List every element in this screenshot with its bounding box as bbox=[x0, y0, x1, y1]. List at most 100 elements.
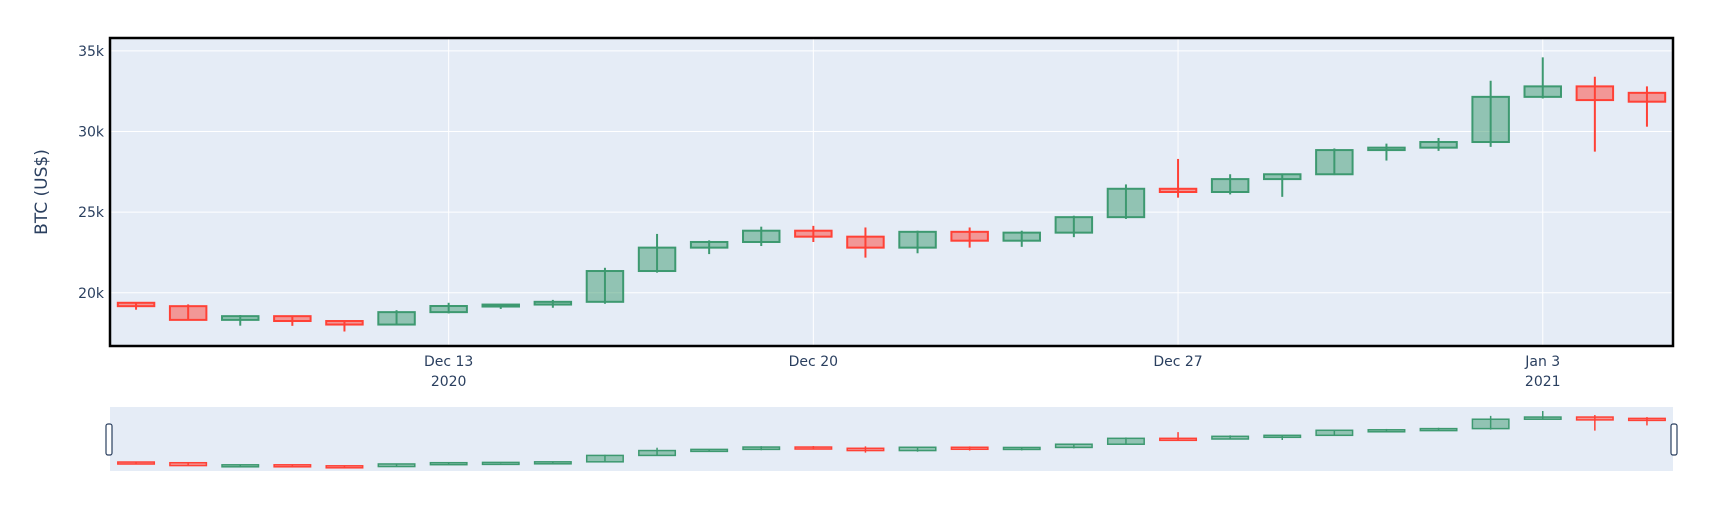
candles bbox=[116, 57, 1667, 332]
x-tick-label: Dec 20 bbox=[789, 354, 838, 370]
candle[interactable] bbox=[1106, 184, 1146, 219]
candle-body bbox=[1002, 231, 1041, 242]
x-tick-label: Jan 3 bbox=[1524, 354, 1560, 370]
y-axis-ticks: 20k 25k 30k 35k bbox=[78, 44, 105, 302]
slider-candle-body bbox=[1575, 416, 1614, 421]
y-tick-label: 25k bbox=[78, 205, 105, 221]
x-tick-year-label: 2020 bbox=[431, 374, 467, 390]
range-slider-left-handle[interactable] bbox=[105, 423, 113, 456]
candle-body bbox=[1210, 178, 1250, 193]
y-tick-label: 30k bbox=[78, 125, 105, 141]
x-tick-label: Dec 13 bbox=[424, 354, 473, 370]
candle-body bbox=[325, 320, 364, 326]
y-tick-label: 35k bbox=[78, 44, 105, 60]
y-axis-title: BTC (US$) bbox=[32, 149, 52, 235]
slider-candle-body bbox=[1523, 416, 1562, 420]
slider-candle bbox=[950, 446, 989, 451]
candle-body bbox=[1054, 216, 1094, 234]
slider-candle-body bbox=[1106, 437, 1145, 445]
slider-candle-body bbox=[429, 461, 468, 466]
candle-body bbox=[846, 235, 885, 249]
candle[interactable] bbox=[794, 225, 833, 242]
candle[interactable] bbox=[221, 315, 260, 326]
candle[interactable] bbox=[1002, 230, 1041, 247]
y-tick-label: 20k bbox=[78, 286, 105, 302]
slider-candle-body bbox=[638, 449, 677, 457]
candle[interactable] bbox=[950, 227, 989, 248]
candle[interactable] bbox=[429, 302, 468, 314]
slider-candle bbox=[221, 464, 260, 468]
candle-body bbox=[429, 305, 468, 314]
candle[interactable] bbox=[533, 299, 573, 308]
range-slider[interactable] bbox=[110, 407, 1673, 471]
candle[interactable] bbox=[1471, 80, 1510, 147]
candle-body bbox=[898, 230, 937, 249]
candle[interactable] bbox=[1367, 143, 1406, 161]
candle[interactable] bbox=[273, 315, 312, 326]
slider-candle bbox=[742, 446, 781, 451]
slider-candle bbox=[846, 446, 885, 453]
slider-candle-body bbox=[846, 447, 885, 452]
slider-candle bbox=[533, 461, 572, 465]
slider-candle-body bbox=[950, 446, 989, 451]
slider-candle bbox=[273, 464, 312, 468]
candle[interactable] bbox=[481, 303, 520, 309]
slider-candle bbox=[585, 454, 624, 463]
candle-body bbox=[1158, 187, 1198, 194]
slider-candle-body bbox=[585, 454, 624, 463]
slider-candle bbox=[429, 461, 468, 466]
candle[interactable] bbox=[1419, 137, 1458, 151]
candle[interactable] bbox=[1158, 158, 1198, 198]
candle-body bbox=[1419, 141, 1458, 149]
candle-body bbox=[1575, 85, 1615, 102]
slider-candle-body bbox=[481, 461, 520, 466]
plot-area[interactable] bbox=[110, 38, 1673, 346]
slider-candle bbox=[1002, 446, 1041, 451]
slider-candle bbox=[1315, 429, 1354, 437]
slider-candle-body bbox=[1471, 418, 1510, 430]
candle-body bbox=[585, 270, 625, 303]
candle[interactable] bbox=[1523, 57, 1562, 99]
slider-candle-body bbox=[690, 448, 729, 453]
candle[interactable] bbox=[168, 304, 208, 321]
candle[interactable] bbox=[1263, 173, 1302, 197]
candle-body bbox=[1367, 146, 1406, 152]
slider-candle bbox=[1054, 443, 1093, 449]
x-axis-ticks: Dec 13 2020 Dec 20 Dec 27 Jan 3 2021 bbox=[424, 354, 1561, 390]
slider-candle-body bbox=[1315, 429, 1354, 437]
slider-candle-body bbox=[169, 461, 208, 467]
candle-body bbox=[116, 301, 156, 308]
candle[interactable] bbox=[325, 320, 364, 332]
candle[interactable] bbox=[689, 240, 729, 255]
x-tick-year-label: 2021 bbox=[1525, 374, 1561, 390]
x-tick-label: Dec 27 bbox=[1153, 354, 1202, 370]
candle[interactable] bbox=[1210, 174, 1250, 195]
candle[interactable] bbox=[742, 226, 781, 247]
slider-candle-body bbox=[221, 464, 260, 468]
candle[interactable] bbox=[1627, 86, 1667, 127]
candle[interactable] bbox=[1054, 215, 1094, 238]
candle-body bbox=[481, 303, 520, 308]
slider-candle bbox=[1367, 428, 1406, 433]
candle[interactable] bbox=[585, 267, 625, 304]
candle-body bbox=[533, 300, 573, 306]
candle[interactable] bbox=[637, 233, 677, 273]
candle-body bbox=[273, 315, 312, 323]
slider-candle-body bbox=[273, 464, 312, 468]
slider-candle bbox=[481, 461, 520, 466]
slider-candle-body bbox=[1419, 427, 1458, 432]
slider-candle-body bbox=[1211, 435, 1250, 440]
range-slider-right-handle[interactable] bbox=[1670, 423, 1678, 456]
candle-body bbox=[1106, 187, 1146, 219]
candle[interactable] bbox=[1575, 76, 1615, 152]
candle[interactable] bbox=[377, 310, 416, 326]
slider-candle bbox=[1627, 417, 1666, 426]
candle-body bbox=[1627, 91, 1667, 103]
slider-candle bbox=[117, 461, 156, 465]
candle[interactable] bbox=[898, 230, 937, 254]
slider-candle-body bbox=[533, 461, 572, 465]
candle[interactable] bbox=[846, 227, 885, 258]
candle[interactable] bbox=[1315, 148, 1354, 176]
slider-candle bbox=[325, 465, 364, 469]
candle[interactable] bbox=[116, 301, 156, 310]
